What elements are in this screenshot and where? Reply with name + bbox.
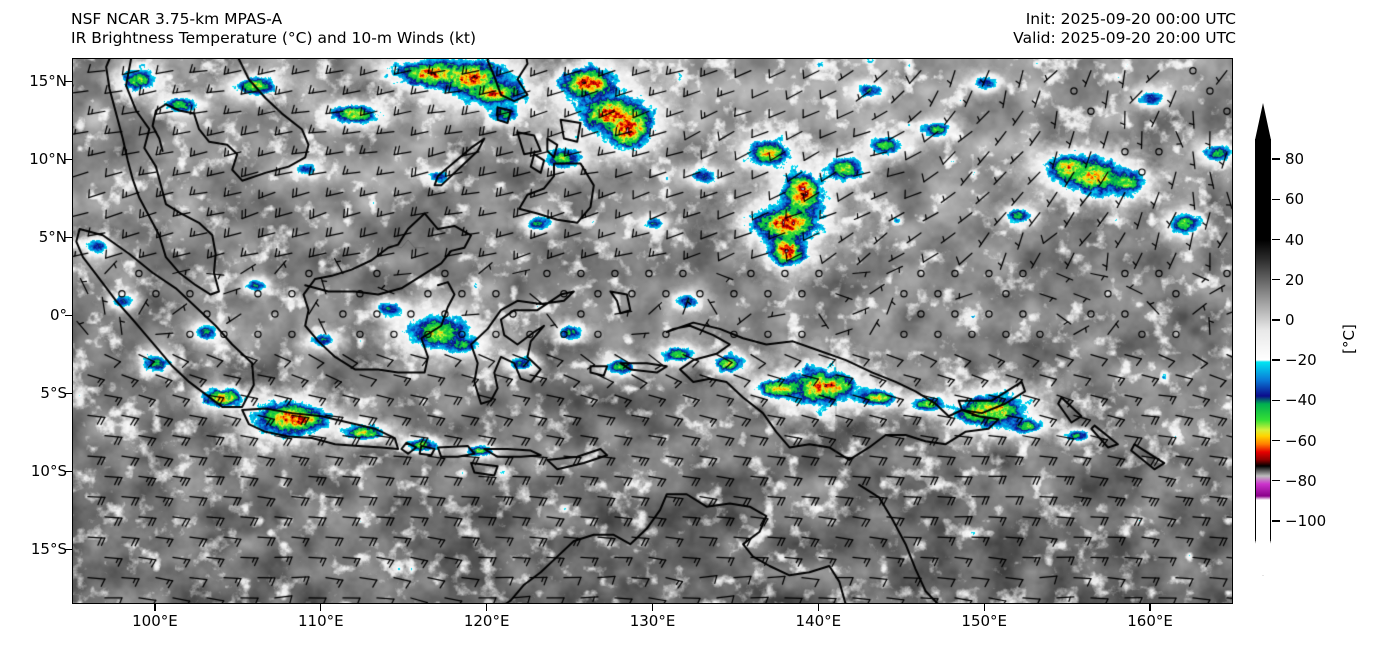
x-tick [1149, 604, 1151, 611]
y-tick-label-15°S: 15°S [30, 540, 67, 559]
x-tick [651, 604, 654, 611]
plot-title: NSF NCAR 3.75-km MPAS-A IR Brightness Te… [71, 10, 476, 48]
colorbar-axis-label: [°C] [1339, 324, 1358, 354]
colorbar-extend-bottom [1255, 539, 1271, 576]
colorbar-label-6: −40 [1285, 391, 1317, 410]
colorbar-label-0: 80 [1285, 150, 1305, 169]
colorbar-label-9: −100 [1285, 511, 1327, 530]
colorbar-label-1: 60 [1285, 190, 1305, 209]
x-tick-label-140°E: 140°E [795, 612, 842, 630]
x-tick [983, 604, 985, 611]
colorbar-label-4: 0 [1285, 310, 1295, 329]
x-tick [485, 604, 488, 611]
colorbar-tick [1272, 399, 1280, 401]
x-tick [320, 604, 322, 611]
x-tick-label-150°E: 150°E [961, 612, 1008, 630]
x-tick [817, 604, 820, 611]
y-tick [65, 314, 72, 317]
colorbar-label-8: −80 [1285, 471, 1317, 490]
x-tick-label-100°E: 100°E [132, 612, 178, 630]
map-plot-area [72, 58, 1233, 604]
colorbar [1255, 103, 1271, 576]
colorbar-label-2: 40 [1285, 230, 1305, 249]
y-tick [65, 236, 72, 239]
colorbar-tick [1272, 359, 1280, 361]
x-tick-label-160°E: 160°E [1127, 612, 1173, 630]
y-tick [65, 470, 72, 473]
x-tick-label-130°E: 130°E [629, 612, 676, 630]
y-tick [65, 548, 72, 551]
colorbar-tick [1272, 279, 1280, 281]
y-tick [65, 158, 72, 161]
colorbar-label-7: −60 [1285, 431, 1317, 450]
colorbar-tick [1272, 158, 1280, 160]
colorbar-extend-top [1255, 103, 1271, 140]
colorbar-tick [1272, 480, 1280, 482]
y-tick [65, 392, 72, 395]
colorbar-tick [1272, 319, 1280, 321]
y-tick-label-0°: 0° [49, 306, 67, 325]
y-tick-label-5°S: 5°S [40, 384, 67, 403]
y-tick-label-15°N: 15°N [29, 72, 67, 91]
colorbar-tick [1272, 238, 1280, 241]
x-tick [154, 604, 156, 611]
colorbar-label-3: 20 [1285, 270, 1305, 289]
title-line-2: IR Brightness Temperature (°C) and 10-m … [71, 29, 476, 47]
forecast-time-block: Init: 2025-09-20 00:00 UTC Valid: 2025-0… [1013, 10, 1236, 48]
x-tick-label-110°E: 110°E [297, 612, 344, 630]
colorbar-tick [1272, 520, 1280, 522]
x-tick-label-120°E: 120°E [463, 612, 510, 630]
y-tick-label-5°N: 5°N [38, 228, 67, 247]
colorbar-tick [1272, 198, 1280, 200]
ir-brightness-temperature-map [73, 59, 1232, 603]
y-tick-label-10°N: 10°N [29, 150, 67, 169]
colorbar-label-5: −20 [1285, 351, 1317, 370]
y-tick [65, 80, 72, 83]
y-tick-label-10°S: 10°S [30, 462, 67, 481]
valid-time-label: Valid: 2025-09-20 20:00 UTC [1013, 29, 1236, 47]
colorbar-gradient [1255, 139, 1271, 541]
title-line-1: NSF NCAR 3.75-km MPAS-A [71, 10, 283, 28]
init-time-label: Init: 2025-09-20 00:00 UTC [1025, 10, 1236, 28]
colorbar-tick [1272, 439, 1280, 442]
